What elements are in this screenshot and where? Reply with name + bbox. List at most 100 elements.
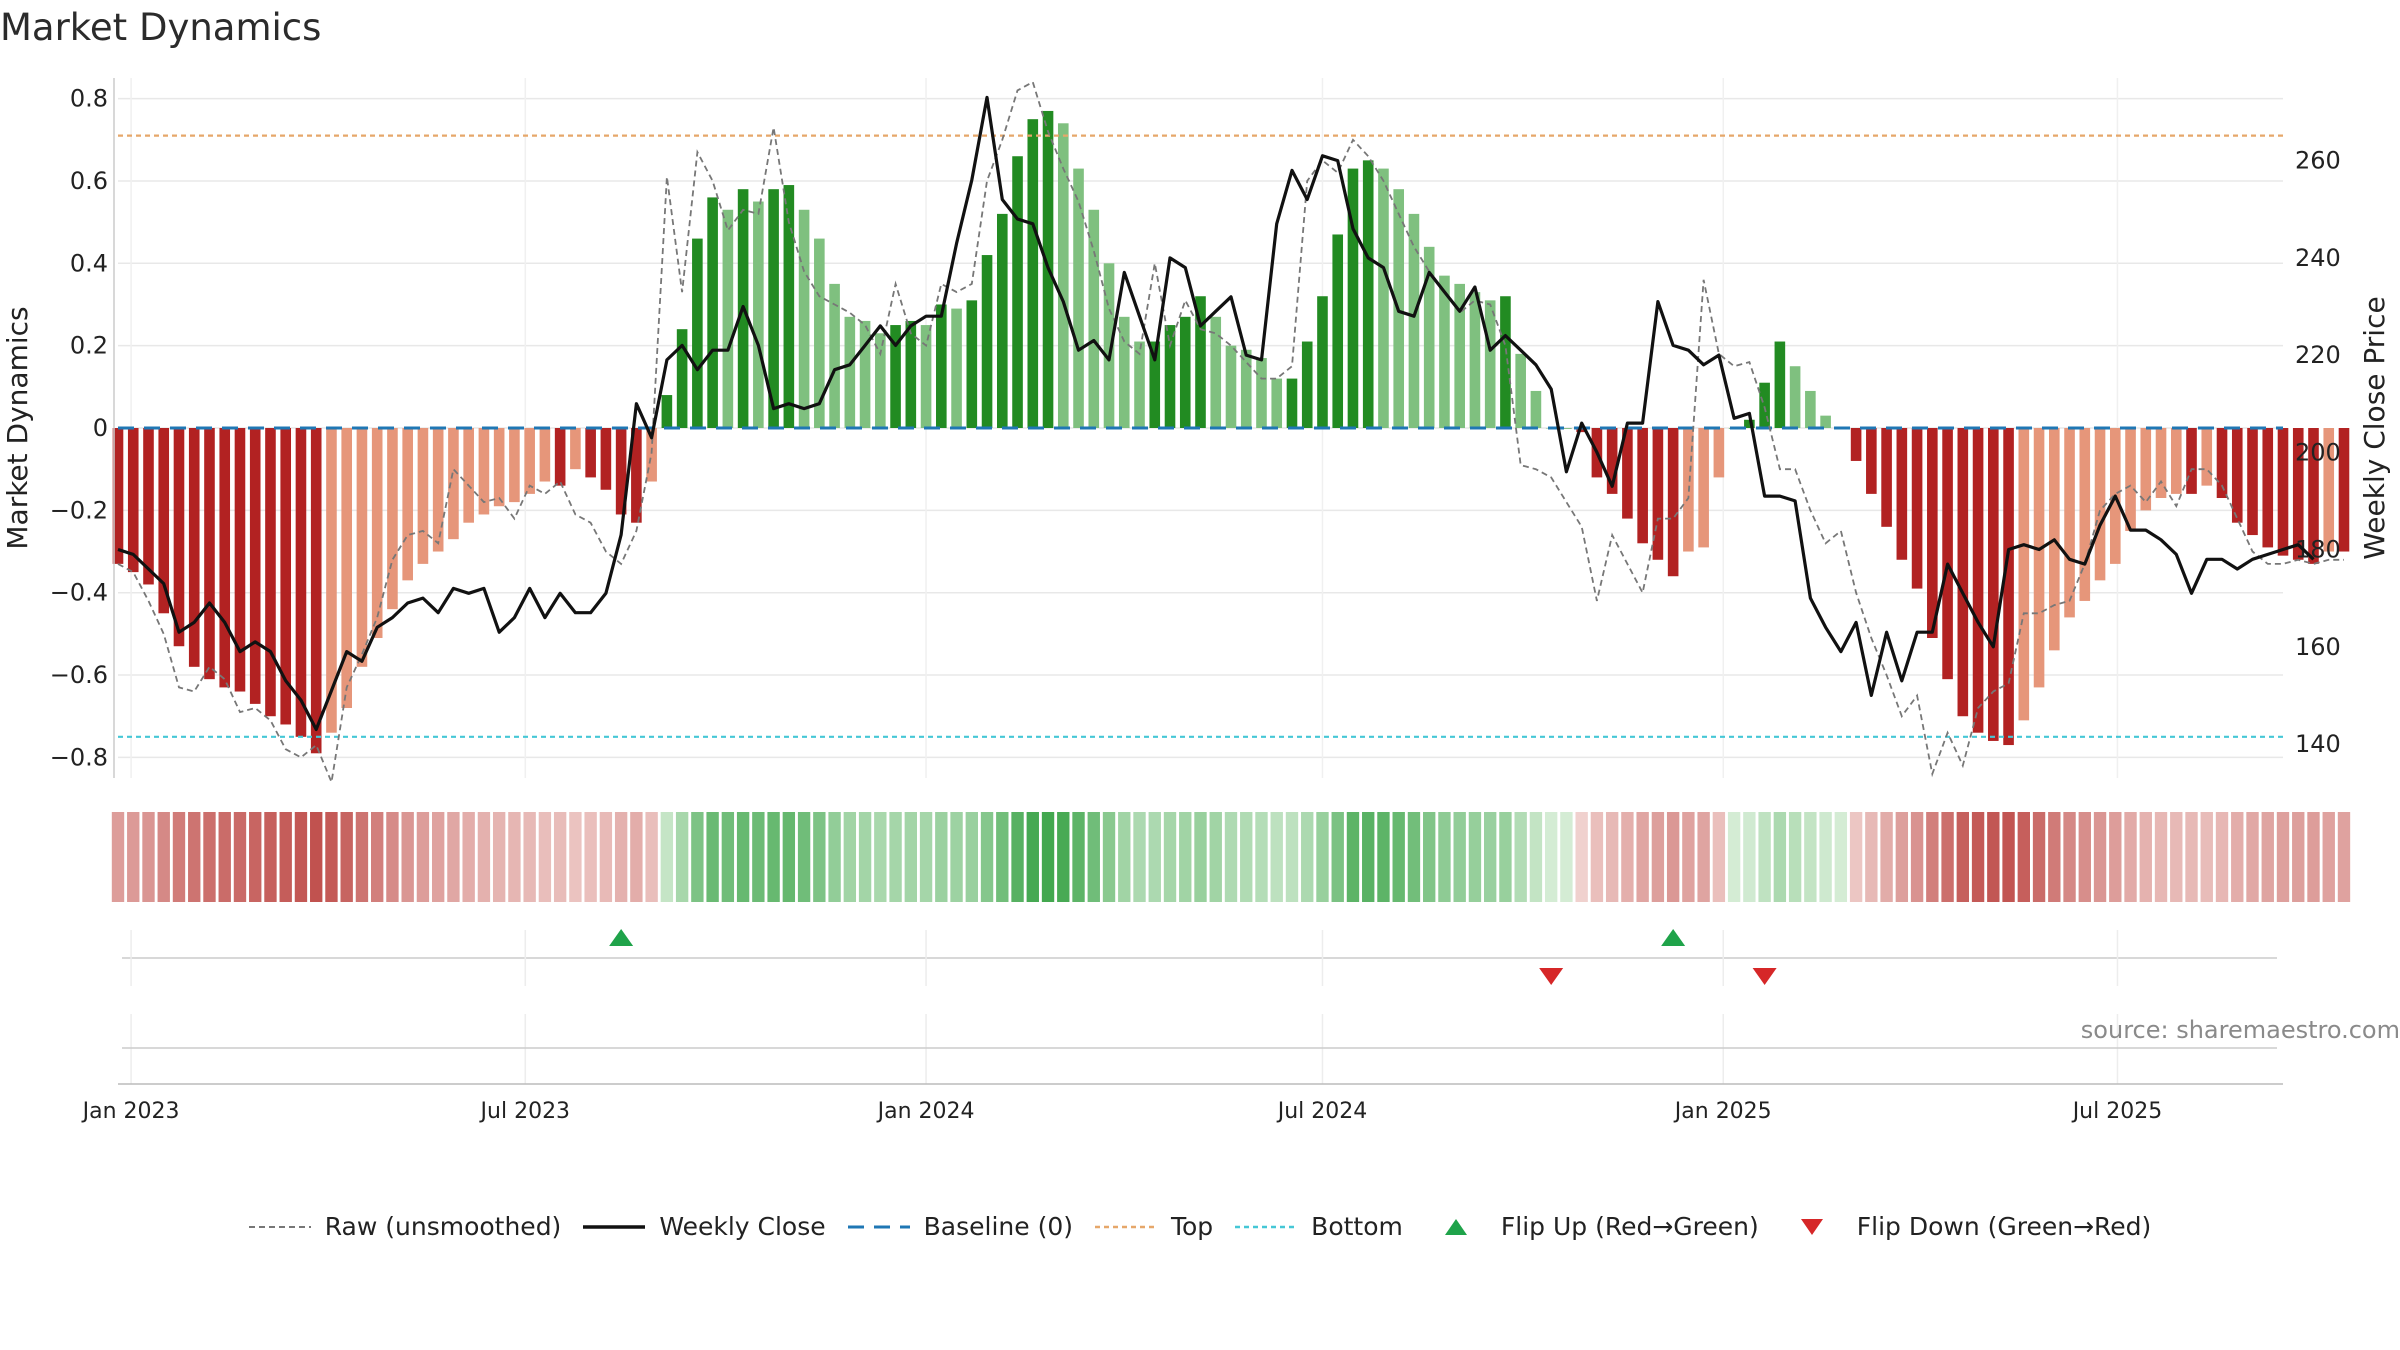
bar-25 — [493, 428, 505, 507]
bar-137 — [2201, 428, 2213, 486]
y-tick-label-0: 0.8 — [70, 85, 108, 113]
strip-cell-18 — [386, 812, 399, 902]
bar-144 — [2308, 428, 2319, 564]
strip-cell-46 — [813, 812, 826, 902]
strip-cell-77 — [1285, 812, 1299, 902]
strip-cell-120 — [1941, 812, 1954, 902]
strip-cell-1 — [127, 812, 140, 902]
bar-80 — [1332, 234, 1344, 428]
bar-91 — [1500, 296, 1511, 428]
y2-tick-label-2: 220 — [2295, 341, 2341, 369]
strip-cell-20 — [416, 812, 430, 902]
y-tick-label-8: −0.8 — [50, 743, 108, 771]
strip-cell-9 — [249, 812, 262, 902]
bar-68 — [1149, 341, 1161, 428]
y-tick-label-7: −0.6 — [50, 661, 108, 689]
strip-cell-14 — [325, 812, 338, 902]
strip-cell-82 — [1362, 812, 1375, 902]
bar-36 — [661, 395, 673, 428]
strip-cell-99 — [1621, 812, 1634, 902]
bar-7 — [219, 428, 231, 688]
strip-cell-29 — [553, 812, 567, 902]
legend-label-flip-up: Flip Up (Red→Green) — [1500, 1212, 1759, 1241]
bar-75 — [1256, 358, 1267, 428]
legend-swatch-raw — [248, 1217, 311, 1237]
bar-100 — [1637, 428, 1648, 544]
bar-132 — [2125, 428, 2136, 531]
weekly-close-series — [117, 95, 2315, 732]
bar-78 — [1301, 341, 1313, 428]
strip-cell-7 — [218, 812, 231, 902]
strip-cell-71 — [1194, 812, 1207, 902]
flip-down-marker-1 — [1752, 968, 1777, 985]
legend-label-bottom: Bottom — [1311, 1212, 1403, 1241]
bar-60 — [1027, 119, 1039, 429]
bar-99 — [1622, 428, 1633, 519]
bar-136 — [2186, 428, 2197, 494]
strip-cell-86 — [1423, 812, 1436, 902]
strip-cell-135 — [2170, 812, 2183, 902]
strip-cell-61 — [1041, 812, 1055, 902]
legend-item-top: Top — [1094, 1212, 1214, 1241]
strip-cell-96 — [1575, 812, 1588, 902]
bar-47 — [829, 283, 840, 428]
strip-cell-119 — [1926, 812, 1939, 902]
strip-cell-32 — [599, 812, 613, 902]
strip-cell-49 — [858, 812, 872, 902]
bar-140 — [2247, 428, 2258, 536]
bar-133 — [2140, 428, 2152, 511]
bar-44 — [783, 185, 795, 428]
strip-cell-100 — [1636, 812, 1649, 902]
strip-cell-118 — [1910, 812, 1924, 902]
strip-cell-52 — [904, 812, 918, 902]
strip-cell-51 — [889, 812, 902, 902]
bar-95 — [1561, 428, 1572, 429]
bar-135 — [2170, 428, 2182, 494]
strip-cell-69 — [1163, 812, 1177, 902]
bar-82 — [1362, 160, 1374, 428]
strip-cell-0 — [111, 812, 125, 902]
strip-cell-21 — [431, 812, 445, 902]
bar-10 — [265, 428, 276, 717]
bar-63 — [1073, 168, 1084, 428]
bar-98 — [1606, 428, 1618, 494]
strip-cell-2 — [142, 812, 155, 902]
raw-series — [117, 80, 2344, 786]
strip-cell-36 — [660, 812, 674, 902]
reference-lines — [118, 134, 2283, 738]
bar-54 — [936, 304, 947, 428]
bar-29 — [554, 428, 566, 486]
strip-cell-97 — [1590, 812, 1604, 902]
strip-cell-53 — [919, 812, 933, 902]
bar-134 — [2155, 428, 2167, 498]
y2-tick-label-3: 200 — [2295, 438, 2341, 466]
strip-cell-139 — [2231, 812, 2244, 902]
bar-49 — [859, 320, 871, 428]
strip-cell-45 — [797, 812, 811, 902]
bar-130 — [2094, 428, 2106, 581]
bar-112 — [1820, 415, 1831, 428]
timeline-axis: Jan 2023 Jul 2023 Jan 2024 Jul 2024 Jan 2025… — [81, 1014, 2283, 1124]
bar-14 — [326, 428, 337, 733]
strip-cell-81 — [1346, 812, 1360, 902]
bar-42 — [753, 201, 764, 428]
strip-cell-30 — [569, 812, 582, 902]
bar-5 — [188, 428, 200, 667]
bar-67 — [1134, 341, 1145, 428]
strip-cell-138 — [2215, 812, 2229, 902]
bar-6 — [204, 428, 215, 680]
bar-85 — [1408, 213, 1420, 428]
bar-58 — [996, 213, 1008, 428]
strip-cell-125 — [2017, 812, 2030, 902]
bar-series — [112, 110, 2350, 754]
legend-label-top: Top — [1170, 1212, 1214, 1241]
y2-tick-label-0: 260 — [2295, 147, 2341, 175]
strip-cell-55 — [950, 812, 963, 902]
strip-cell-91 — [1499, 812, 1512, 902]
bar-38 — [692, 238, 703, 428]
bar-105 — [1713, 428, 1725, 478]
raw-line — [117, 80, 2344, 786]
bar-110 — [1789, 366, 1801, 428]
bar-81 — [1347, 168, 1359, 428]
bar-27 — [524, 428, 535, 494]
